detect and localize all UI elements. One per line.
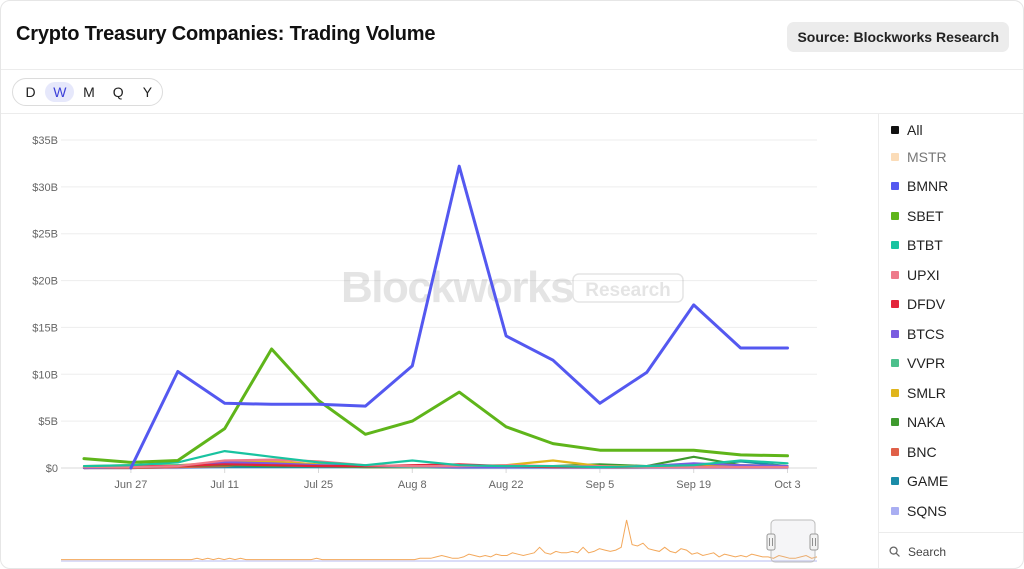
legend-swatch (891, 330, 899, 338)
legend-item-game[interactable]: GAME (891, 471, 948, 491)
legend-label: BTBT (907, 237, 943, 253)
divider (1, 113, 1023, 114)
navigator[interactable] (61, 519, 819, 563)
watermark: Blockworks Research (341, 263, 684, 312)
period-button-d[interactable]: D (25, 84, 36, 100)
legend-swatch (891, 477, 899, 485)
legend-label: SQNS (907, 503, 947, 519)
legend-swatch (891, 300, 899, 308)
legend-item-all[interactable]: All (891, 120, 923, 140)
legend-item-sqns[interactable]: SQNS (891, 501, 947, 521)
legend-swatch (891, 212, 899, 220)
legend-item-vvpr[interactable]: VVPR (891, 353, 945, 373)
legend-search[interactable]: Search (879, 532, 1023, 568)
period-button-q[interactable]: Q (112, 84, 124, 100)
legend-label: GAME (907, 473, 949, 489)
legend-swatch (891, 507, 899, 515)
legend-swatch (891, 359, 899, 367)
navigator-window[interactable] (770, 519, 816, 563)
x-axis: Jun 27 Jul 11 Jul 25 Aug 8 Aug 22 Sep 5 Sep 19… (114, 468, 801, 491)
legend-item-mstr[interactable]: MSTR (891, 147, 947, 167)
navigator-series (61, 519, 818, 561)
navigator-handle[interactable] (766, 533, 776, 551)
series-line-upxi[interactable] (82, 458, 789, 469)
source-button[interactable]: Source: Blockworks Research (787, 22, 1009, 52)
legend-item-bnc[interactable]: BNC (891, 442, 937, 462)
search-icon (889, 546, 900, 557)
search-label: Search (908, 544, 947, 559)
series-line-btbt[interactable] (82, 450, 789, 469)
y-tick-label: $20B (32, 276, 58, 288)
legend-label: BNC (907, 444, 937, 460)
y-axis: $0 $5B $10B $15B $20B $25B $30B $35B (32, 135, 58, 475)
legend-item-sbet[interactable]: SBET (891, 206, 944, 226)
x-tick-label: Jul 11 (210, 479, 239, 491)
period-button-w[interactable]: W (45, 82, 75, 102)
watermark-brand: Blockworks (341, 263, 573, 312)
x-tick-label: Jul 25 (304, 479, 333, 491)
legend-panel: All MSTR BMNR SBET BTBT UPXI DFDV BTCS VVPR SMLR N… (878, 114, 1023, 568)
legend-label: SMLR (907, 385, 946, 401)
x-tick-label: Sep 5 (586, 479, 615, 491)
legend-label: DFDV (907, 296, 946, 312)
y-tick-label: $0 (46, 463, 58, 475)
legend-item-upxi[interactable]: UPXI (891, 265, 940, 285)
legend-label: BTCS (907, 326, 945, 342)
legend-label: NAKA (907, 414, 946, 430)
page-title: Crypto Treasury Companies: Trading Volum… (16, 23, 436, 45)
x-tick-label: Aug 8 (398, 479, 427, 491)
period-selector: D W M Q Y (12, 78, 163, 106)
period-button-m[interactable]: M (83, 84, 95, 100)
divider (1, 69, 1023, 70)
series-lines (82, 164, 789, 470)
legend-swatch (891, 271, 899, 279)
x-tick-label: Aug 22 (489, 479, 524, 491)
legend-swatch (891, 241, 899, 249)
y-tick-label: $5B (38, 416, 58, 428)
watermark-tag-box (572, 273, 684, 303)
legend-swatch (891, 418, 899, 426)
y-tick-label: $35B (32, 135, 58, 147)
period-button-y[interactable]: Y (142, 84, 153, 100)
legend-label: UPXI (907, 267, 940, 283)
legend-swatch (891, 126, 899, 134)
x-tick-label: Oct 3 (774, 479, 800, 491)
y-tick-label: $15B (32, 322, 58, 334)
line-chart: Blockworks Research $0 $5B $10B $15B $20B $25… (32, 135, 819, 563)
legend-item-btcs[interactable]: BTCS (891, 324, 944, 344)
legend-item-bmnr[interactable]: BMNR (891, 176, 948, 196)
series-line-sbet[interactable] (82, 347, 789, 464)
series-line-bmnr[interactable] (129, 164, 789, 470)
x-tick-label: Sep 19 (676, 479, 711, 491)
y-tick-label: $30B (32, 182, 58, 194)
legend-item-btbt[interactable]: BTBT (891, 235, 943, 255)
legend-label: MSTR (907, 149, 947, 165)
legend-swatch (891, 182, 899, 190)
y-tick-label: $25B (32, 229, 58, 241)
legend-label: BMNR (907, 178, 949, 194)
watermark-tag: Research (585, 280, 671, 301)
navigator-handle[interactable] (809, 533, 819, 551)
legend-item-dfdv[interactable]: DFDV (891, 294, 945, 314)
legend-label: SBET (907, 208, 944, 224)
legend-swatch (891, 153, 899, 161)
x-tick-label: Jun 27 (114, 479, 147, 491)
legend-label: VVPR (907, 355, 946, 371)
legend-swatch (891, 389, 899, 397)
legend-item-smlr[interactable]: SMLR (891, 383, 946, 403)
y-tick-label: $10B (32, 369, 58, 381)
legend-swatch (891, 448, 899, 456)
legend-item-naka[interactable]: NAKA (891, 412, 945, 432)
legend-label: All (907, 122, 923, 138)
